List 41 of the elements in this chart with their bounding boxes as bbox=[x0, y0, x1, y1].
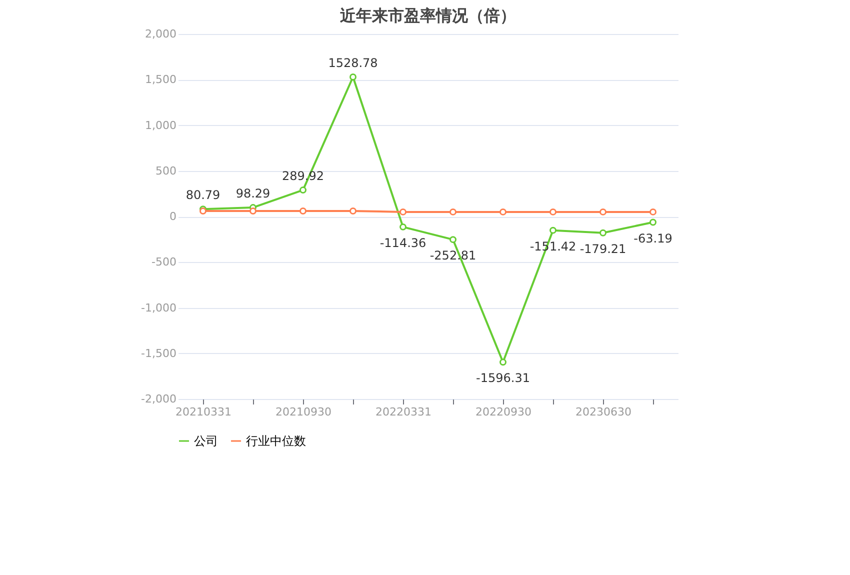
point bbox=[400, 223, 406, 230]
data-label: 98.29 bbox=[236, 186, 270, 201]
data-label: -179.21 bbox=[580, 242, 626, 256]
y-tick-label: 1,500 bbox=[145, 73, 176, 86]
point bbox=[500, 208, 506, 216]
y-tick-label: 0 bbox=[170, 210, 176, 223]
chart-title: 近年来市盈率情况（倍） bbox=[339, 6, 516, 25]
point bbox=[600, 208, 606, 216]
point bbox=[350, 208, 356, 215]
data-label: -114.36 bbox=[380, 236, 426, 250]
x-tick-label: 20210930 bbox=[276, 406, 332, 418]
data-label: 80.79 bbox=[186, 188, 220, 202]
point bbox=[300, 186, 306, 194]
x-tick-label: 20210331 bbox=[176, 406, 232, 418]
y-tick-label: 500 bbox=[156, 164, 176, 178]
point bbox=[450, 236, 456, 244]
point bbox=[400, 208, 406, 216]
point bbox=[450, 208, 456, 216]
legend-label: 公司 bbox=[194, 434, 218, 448]
y-tick-label: 1,000 bbox=[145, 118, 176, 132]
point bbox=[350, 74, 356, 80]
point bbox=[550, 208, 556, 216]
y-tick-label: -1,500 bbox=[141, 346, 176, 360]
x-tick-label: 20230630 bbox=[576, 406, 632, 418]
x-tick-label: 20220331 bbox=[376, 406, 432, 418]
legend-label: 行业中位数 bbox=[246, 434, 306, 448]
point bbox=[250, 208, 256, 215]
point bbox=[500, 358, 506, 366]
x-tick-label: 20220930 bbox=[476, 406, 532, 418]
y-tick-label: -1,000 bbox=[141, 301, 176, 314]
data-label: -1596.31 bbox=[476, 371, 530, 386]
y-tick-label: -500 bbox=[152, 256, 176, 269]
y-tick-label: 2,000 bbox=[145, 28, 176, 40]
point bbox=[300, 208, 306, 215]
point bbox=[650, 208, 656, 216]
point bbox=[600, 229, 606, 236]
y-tick-label: -2,000 bbox=[141, 392, 176, 406]
data-label: -63.19 bbox=[634, 231, 672, 246]
point bbox=[650, 218, 656, 226]
point bbox=[550, 226, 556, 234]
data-label: 1528.78 bbox=[328, 56, 378, 70]
